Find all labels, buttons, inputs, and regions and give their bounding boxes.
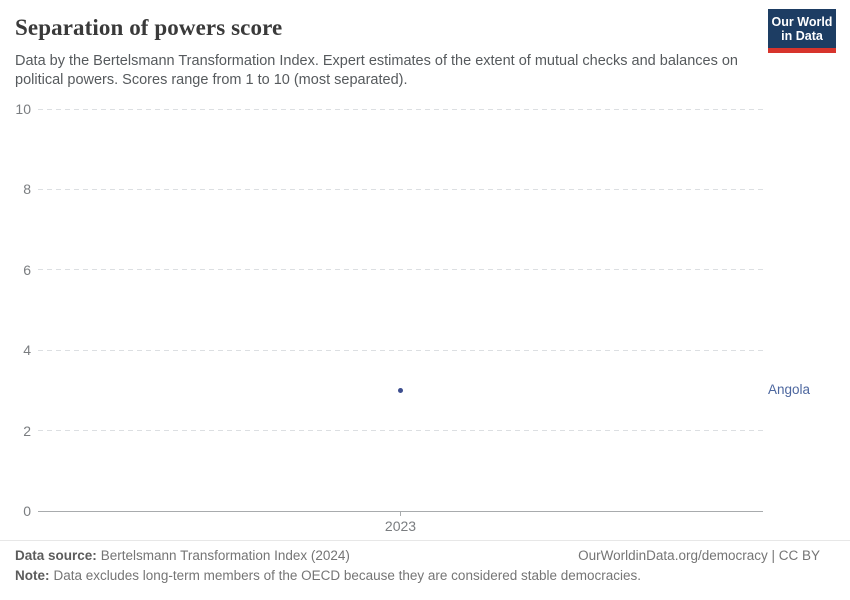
gridline: [38, 108, 763, 110]
gridline: [38, 349, 763, 351]
gridline: [38, 188, 763, 190]
x-axis-tick-label: 2023: [384, 518, 417, 534]
y-axis-tick-label: 2: [23, 422, 31, 439]
entity-label[interactable]: Angola: [768, 382, 811, 398]
note-value: Data excludes long-term members of the O…: [53, 568, 642, 583]
plot-area: 2023: [38, 108, 763, 534]
gridline: [38, 430, 763, 432]
data-source-value: Bertelsmann Transformation Index (2024): [100, 548, 350, 563]
y-axis-tick-label: 8: [23, 181, 31, 198]
footer-divider: [0, 540, 850, 541]
footer-note-row: Note: Data excludes long-term members of …: [15, 568, 835, 583]
footer-source-row: Data source: Bertelsmann Transformation I…: [15, 548, 835, 563]
x-axis-tick: [400, 511, 401, 516]
y-axis-tick-label: 6: [23, 261, 31, 278]
attribution-link[interactable]: OurWorldinData.org/democracy | CC BY: [578, 548, 820, 563]
owid-logo-line1: Our World: [771, 14, 833, 29]
owid-logo-line2: in Data: [781, 28, 823, 43]
chart-canvas: 2023 0 2 4 6 8 10 Angola: [0, 101, 850, 539]
note-label: Note:: [15, 568, 50, 583]
data-point[interactable]: [398, 387, 403, 393]
owid-logo: Our World in Data: [768, 9, 836, 53]
y-axis-tick-label: 10: [15, 101, 31, 117]
gridline: [38, 269, 763, 271]
chart-subtitle: Data by the Bertelsmann Transformation I…: [15, 53, 738, 88]
data-source-label: Data source:: [15, 548, 97, 563]
y-axis-tick-label: 0: [23, 503, 31, 519]
page-title: Separation of powers score: [15, 15, 283, 40]
y-axis-tick-label: 4: [23, 342, 31, 359]
